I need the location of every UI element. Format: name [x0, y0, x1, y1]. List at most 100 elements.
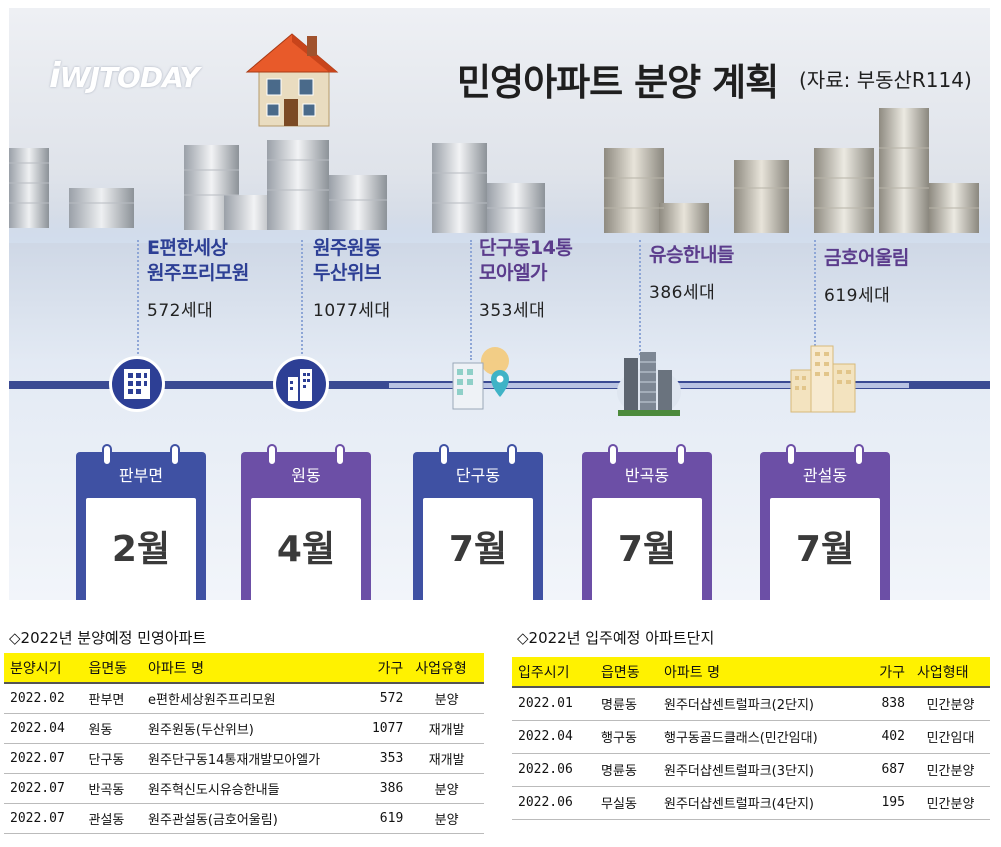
- cell-units: 386: [358, 773, 410, 804]
- sale-table-title: ◇2022년 분양예정 민영아파트: [9, 629, 207, 647]
- cell-area: 단구동: [82, 743, 143, 774]
- cell-apt-name: 원주더샵센트럴파크(4단지): [658, 786, 865, 820]
- coin-stack-icon: [809, 108, 984, 233]
- column-header: 사업형태: [910, 657, 990, 688]
- cell-area: 행구동: [595, 720, 659, 754]
- calendar-month: 7월: [770, 498, 880, 600]
- cell-area: 판부면: [82, 683, 143, 714]
- apartment-building-icon: [787, 340, 859, 419]
- cell-type: 분양: [409, 683, 484, 714]
- coin-stack-icon: [427, 143, 547, 233]
- cell-units: 838: [864, 687, 911, 721]
- cell-apt-name: 행구동골드클래스(민간임대): [658, 720, 865, 754]
- cell-date: 2022.04: [512, 720, 596, 754]
- table-row: 2022.07 반곡동 원주혁신도시유승한내들 386 분양: [4, 773, 484, 804]
- cell-units: 1077: [358, 713, 410, 744]
- tower-building-icon: [614, 348, 684, 422]
- calendar-month: 4월: [251, 498, 361, 600]
- table-row: 2022.06 무실동 원주더샵센트럴파크(4단지) 195 민간분양: [512, 786, 990, 820]
- table-row: 2022.01 명륜동 원주더샵센트럴파크(2단지) 838 민간분양: [512, 687, 990, 721]
- cell-units: 353: [358, 743, 410, 774]
- cell-apt-name: 원주더샵센트럴파크(2단지): [658, 687, 865, 721]
- calendar-card: 판부면 2월: [76, 444, 206, 600]
- calendar-ring-icon: [102, 444, 112, 466]
- calendar-card: 반곡동 7월: [582, 444, 712, 600]
- table-row: 2022.02 판부면 e편한세상원주프리모원 572 분양: [4, 683, 484, 714]
- column-header: 읍면동: [595, 657, 659, 688]
- cell-apt-name: 원주혁신도시유승한내들: [142, 773, 359, 804]
- cell-area: 원동: [82, 713, 143, 744]
- cell-apt-name: 원주원동(두산위브): [142, 713, 359, 744]
- table-row: 2022.06 명륜동 원주더샵센트럴파크(3단지) 687 민간분양: [512, 753, 990, 787]
- cell-date: 2022.04: [4, 713, 83, 744]
- cell-apt-name: 원주관설동(금호어울림): [142, 803, 359, 834]
- timeline-stem: [639, 240, 641, 355]
- calendar-card: 원동 4월: [241, 444, 371, 600]
- calendar-ring-icon: [608, 444, 618, 466]
- infographic-panel: iWJTODAY 민영아파트 분양 계획 (자료: 부동산R114): [9, 8, 990, 600]
- column-header: 아파트 명: [142, 653, 359, 684]
- calendar-ring-icon: [854, 444, 864, 466]
- coin-stack-icon: [599, 148, 799, 233]
- table-row: 2022.04 원동 원주원동(두산위브) 1077 재개발: [4, 713, 484, 744]
- column-header: 가구: [358, 653, 410, 684]
- calendar-ring-icon: [507, 444, 517, 466]
- cell-units: 402: [864, 720, 911, 754]
- calendar-month: 7월: [592, 498, 702, 600]
- timeline-stem: [814, 240, 816, 350]
- calendar-area: 반곡동: [624, 466, 670, 485]
- cell-units: 687: [864, 753, 911, 787]
- data-source: (자료: 부동산R114): [799, 68, 972, 92]
- calendar-ring-icon: [786, 444, 796, 466]
- calendar-area: 관설동: [802, 466, 848, 485]
- location-building-icon: [445, 343, 515, 417]
- cell-area: 반곡동: [82, 773, 143, 804]
- project-label: 단구동14통 모아엘가 353세대: [479, 237, 573, 321]
- column-header: 사업유형: [409, 653, 484, 684]
- project-label: 금호어울림 619세대: [824, 247, 909, 306]
- timeline-stem: [470, 240, 472, 360]
- calendar-ring-icon: [335, 444, 345, 466]
- calendar-area: 원동: [291, 466, 321, 485]
- timeline-stem: [301, 240, 303, 370]
- sale-table: 분양시기 읍면동 아파트 명 가구 사업유형 2022.02 판부면 e편한세상…: [4, 653, 484, 834]
- column-header: 입주시기: [512, 657, 596, 688]
- calendar-month: 2월: [86, 498, 196, 600]
- cell-area: 명륜동: [595, 687, 659, 721]
- cell-date: 2022.07: [4, 773, 83, 804]
- column-header: 아파트 명: [658, 657, 865, 688]
- timeline-stem: [137, 240, 139, 370]
- table-header-row: 입주시기 읍면동 아파트 명 가구 사업형태: [512, 657, 990, 688]
- table-row: 2022.04 행구동 행구동골드클래스(민간임대) 402 민간임대: [512, 720, 990, 754]
- coin-stack-icon: [9, 138, 139, 228]
- table-header-row: 분양시기 읍면동 아파트 명 가구 사업유형: [4, 653, 484, 684]
- column-header: 가구: [864, 657, 911, 688]
- cell-area: 무실동: [595, 786, 659, 820]
- cell-date: 2022.07: [4, 803, 83, 834]
- cell-type: 민간분양: [910, 786, 990, 820]
- cell-date: 2022.07: [4, 743, 83, 774]
- move-table-title: ◇2022년 입주예정 아파트단지: [517, 629, 715, 647]
- table-row: 2022.07 단구동 원주단구동14통재개발모아엘가 353 재개발: [4, 743, 484, 774]
- cell-units: 572: [358, 683, 410, 714]
- cell-apt-name: e편한세상원주프리모원: [142, 683, 359, 714]
- cell-apt-name: 원주단구동14통재개발모아엘가: [142, 743, 359, 774]
- infographic-title: 민영아파트 분양 계획: [457, 61, 779, 104]
- cell-area: 관설동: [82, 803, 143, 834]
- coin-stack-icon: [179, 140, 389, 230]
- building-node-icon: [273, 356, 329, 412]
- table-row: 2022.07 관설동 원주관설동(금호어울림) 619 분양: [4, 803, 484, 834]
- cell-type: 재개발: [409, 743, 484, 774]
- calendar-month: 7월: [423, 498, 533, 600]
- cell-type: 분양: [409, 803, 484, 834]
- calendar-card: 관설동 7월: [760, 444, 890, 600]
- cell-date: 2022.01: [512, 687, 596, 721]
- project-label: 유승한내들 386세대: [649, 244, 734, 303]
- calendar-ring-icon: [170, 444, 180, 466]
- calendar-card: 단구동 7월: [413, 444, 543, 600]
- cell-type: 민간분양: [910, 753, 990, 787]
- calendar-area: 단구동: [455, 466, 501, 485]
- building-node-icon: [109, 356, 165, 412]
- column-header: 읍면동: [82, 653, 143, 684]
- project-label: 원주원동 두산위브 1077세대: [313, 237, 391, 321]
